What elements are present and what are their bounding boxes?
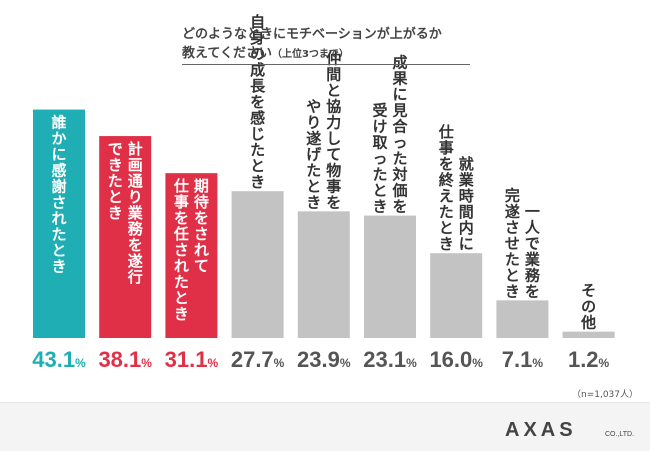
value-label: 27.7% (231, 347, 285, 372)
bar (231, 191, 284, 338)
sample-size-note: （n=1,037人） (571, 390, 638, 400)
footer-band (0, 402, 650, 451)
category-label: 完遂させたとき (505, 186, 520, 300)
bar (165, 173, 218, 338)
value-label: 23.9% (297, 347, 351, 372)
question-note: （上位3つまで） (271, 49, 349, 60)
logo-sub: CO.,LTD. (605, 431, 634, 438)
value-label: 38.1% (98, 347, 152, 372)
svg-text:AXAS: AXAS (505, 419, 577, 440)
category-label: 受け取ったとき (372, 102, 388, 216)
value-label: 23.1% (363, 347, 417, 372)
category-label: 仕事を任されたとき (173, 177, 189, 323)
bar (496, 300, 549, 338)
category-label: やり遂げたとき (306, 97, 322, 211)
category-label: 就業時間内に (458, 155, 475, 253)
value-label: 31.1% (165, 347, 219, 372)
question-title-line2: 教えてください（上位3つまで） (182, 42, 349, 61)
title-underline (182, 64, 470, 65)
category-label: 成果に見合った対価を (391, 54, 408, 216)
category-label: その他 (580, 282, 596, 332)
bar (364, 215, 416, 338)
value-label: 43.1% (32, 347, 86, 372)
value-label: 16.0% (429, 347, 483, 372)
value-label: 7.1% (502, 347, 544, 372)
bar (99, 136, 152, 338)
bar (562, 331, 615, 338)
category-label: 仲間と協力して物事を (326, 49, 341, 211)
logo-text: AXAS (505, 419, 577, 440)
category-label: 自身の成長を感じたとき (250, 13, 266, 191)
category-label: 仕事を終えたとき (438, 123, 455, 253)
axas-logo: AXAS CO.,LTD. (505, 419, 634, 440)
category-label: 計画通り業務を遂行 (127, 140, 144, 286)
bar (430, 253, 483, 338)
category-label: 期待をされて (194, 177, 209, 275)
bar (297, 211, 350, 338)
question-title-line1: どのようなときにモチベーションが上がるか (182, 27, 442, 42)
bar (33, 109, 85, 338)
category-label: できたとき (108, 140, 123, 222)
question-title-text: 教えてください (182, 46, 272, 61)
value-label: 1.2% (568, 347, 610, 372)
category-label: 誰かに感謝されたとき (51, 114, 66, 276)
category-label: 一人で業務を (524, 202, 541, 300)
